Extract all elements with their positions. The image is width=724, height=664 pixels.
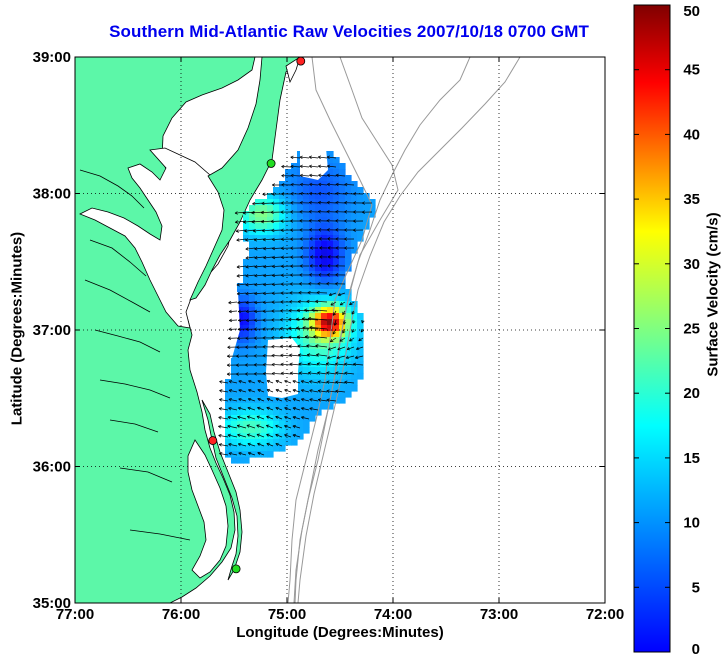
colorbar-tick-label: 5 (692, 579, 700, 596)
lon-tick-label: 76:00 (162, 606, 200, 623)
lon-tick-label: 74:00 (374, 606, 412, 623)
radar-station-marker (267, 159, 275, 167)
lat-tick-label: 37:00 (33, 322, 71, 339)
colorbar-tick-label: 35 (683, 191, 700, 208)
radar-station-marker (209, 437, 217, 445)
lon-tick-label: 72:00 (586, 606, 624, 623)
colorbar-tick-label: 25 (683, 321, 700, 338)
lon-tick-label: 73:00 (480, 606, 518, 623)
colorbar-tick-label: 10 (683, 515, 700, 532)
lon-tick-label: 75:00 (268, 606, 306, 623)
colorbar-tick-label: 20 (683, 385, 700, 402)
y-axis-label: Latitude (Degrees:Minutes) (9, 194, 26, 464)
lat-tick-label: 39:00 (33, 49, 71, 66)
map-title: Southern Mid-Atlantic Raw Velocities 200… (64, 22, 634, 42)
colorbar-tick-label: 45 (683, 62, 700, 79)
radar-station-marker (232, 565, 240, 573)
colorbar (634, 5, 670, 652)
colorbar-tick-label: 50 (683, 3, 700, 20)
colorbar-tick-label: 0 (692, 641, 700, 658)
colorbar-tick-label: 15 (683, 450, 700, 467)
colorbar-label: Surface Velocity (cm/s) (705, 170, 722, 420)
radar-station-marker (297, 57, 305, 65)
colorbar-tick-label: 30 (683, 256, 700, 273)
colorbar-tick-label: 40 (683, 126, 700, 143)
lat-tick-label: 36:00 (33, 459, 71, 476)
lat-tick-label: 38:00 (33, 186, 71, 203)
lat-tick-label: 35:00 (33, 595, 71, 612)
x-axis-label: Longitude (Degrees:Minutes) (75, 624, 605, 641)
